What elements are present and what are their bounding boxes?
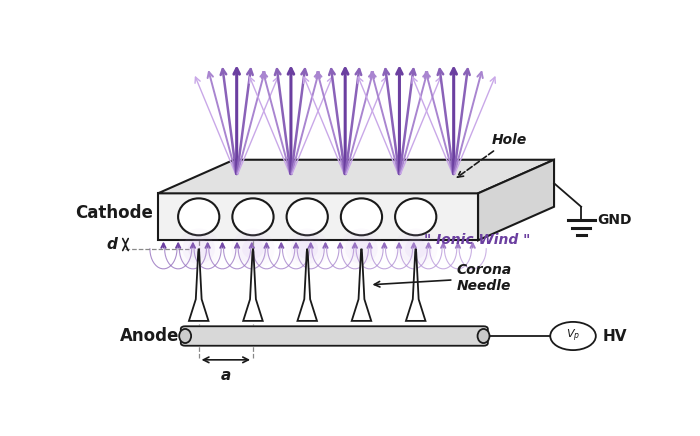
- Polygon shape: [189, 249, 209, 321]
- Text: Corona
Needle: Corona Needle: [374, 263, 512, 293]
- Ellipse shape: [286, 228, 329, 269]
- Ellipse shape: [351, 238, 372, 259]
- Ellipse shape: [394, 228, 438, 269]
- Text: Anode: Anode: [120, 327, 180, 345]
- Text: " Ionic Wind ": " Ionic Wind ": [424, 233, 530, 247]
- Ellipse shape: [242, 238, 264, 259]
- Text: HV: HV: [602, 328, 626, 344]
- Ellipse shape: [231, 228, 274, 269]
- Polygon shape: [298, 249, 317, 321]
- Polygon shape: [478, 160, 554, 240]
- Text: GND: GND: [598, 213, 632, 227]
- Ellipse shape: [400, 234, 432, 264]
- Ellipse shape: [340, 228, 383, 269]
- Ellipse shape: [341, 198, 382, 235]
- Ellipse shape: [188, 238, 209, 259]
- Text: Hole: Hole: [457, 133, 527, 177]
- Ellipse shape: [395, 198, 436, 235]
- Ellipse shape: [232, 198, 274, 235]
- Ellipse shape: [237, 234, 270, 264]
- Polygon shape: [243, 249, 262, 321]
- FancyBboxPatch shape: [181, 326, 488, 346]
- Text: a: a: [220, 368, 231, 383]
- Polygon shape: [406, 249, 426, 321]
- Ellipse shape: [183, 234, 215, 264]
- Polygon shape: [158, 193, 478, 240]
- Circle shape: [550, 322, 596, 350]
- Ellipse shape: [477, 329, 489, 343]
- Ellipse shape: [296, 238, 318, 259]
- Polygon shape: [158, 160, 554, 193]
- Text: $V_p$: $V_p$: [566, 328, 580, 344]
- Ellipse shape: [178, 198, 219, 235]
- Ellipse shape: [345, 234, 378, 264]
- Text: Cathode: Cathode: [75, 204, 153, 222]
- Polygon shape: [351, 249, 371, 321]
- Ellipse shape: [405, 238, 426, 259]
- Ellipse shape: [179, 329, 191, 343]
- Ellipse shape: [286, 198, 328, 235]
- Text: d: d: [106, 237, 118, 252]
- Ellipse shape: [177, 228, 220, 269]
- Ellipse shape: [291, 234, 323, 264]
